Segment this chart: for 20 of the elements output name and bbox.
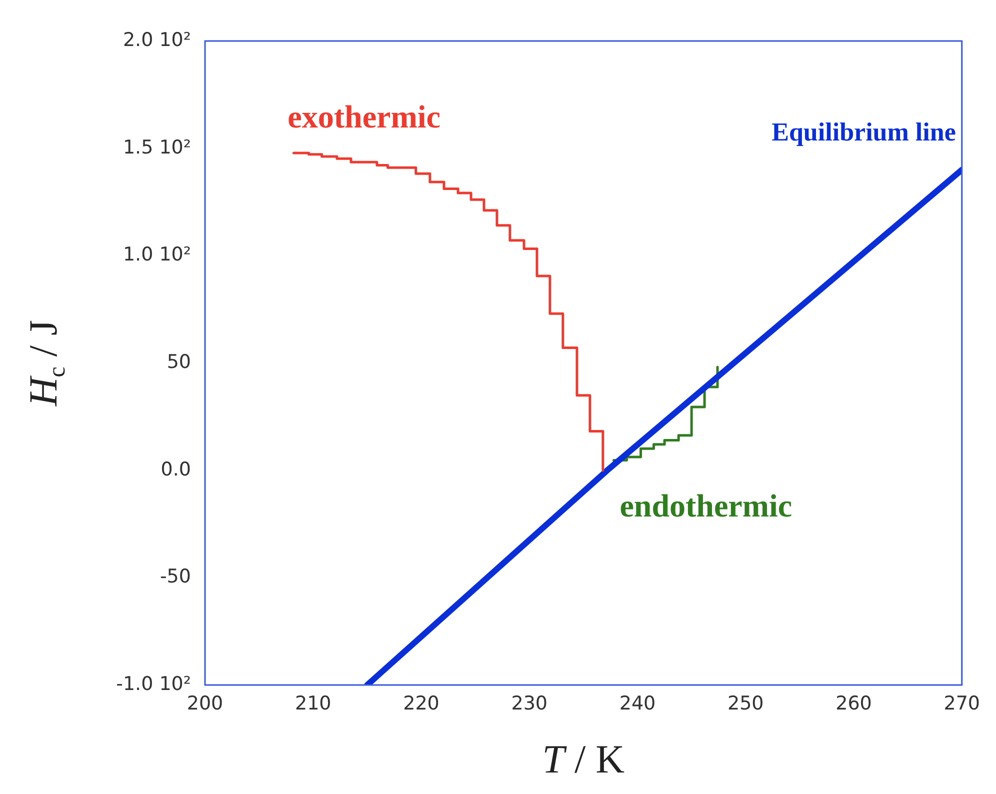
x-tick-label: 210	[294, 692, 332, 714]
x-tick-label: 270	[944, 692, 980, 714]
series-label: endothermic	[620, 488, 792, 524]
x-tick-label: 200	[186, 692, 224, 714]
y-tick-label: 1.0 10²	[122, 244, 191, 266]
series-label: exothermic	[288, 98, 440, 134]
y-tick-label: -1.0 10²	[116, 672, 191, 695]
x-tick-label: 220	[403, 692, 440, 714]
y-tick-label: -50	[160, 566, 191, 588]
y-tick-label: 1.5 10²	[122, 136, 191, 158]
y-tick-label: 50	[166, 350, 191, 373]
y-tick-label: 2.0 10²	[122, 28, 191, 51]
y-axis-title: Hc / J	[20, 320, 70, 408]
series-label: Equilibrium line	[772, 118, 956, 147]
y-tick-label: 0.0	[160, 458, 191, 480]
x-axis-title: T / K	[542, 736, 625, 782]
x-tick-label: 240	[619, 692, 656, 714]
x-tick-label: 250	[727, 692, 764, 714]
x-tick-label: 230	[511, 692, 548, 714]
x-tick-label: 260	[836, 692, 872, 714]
